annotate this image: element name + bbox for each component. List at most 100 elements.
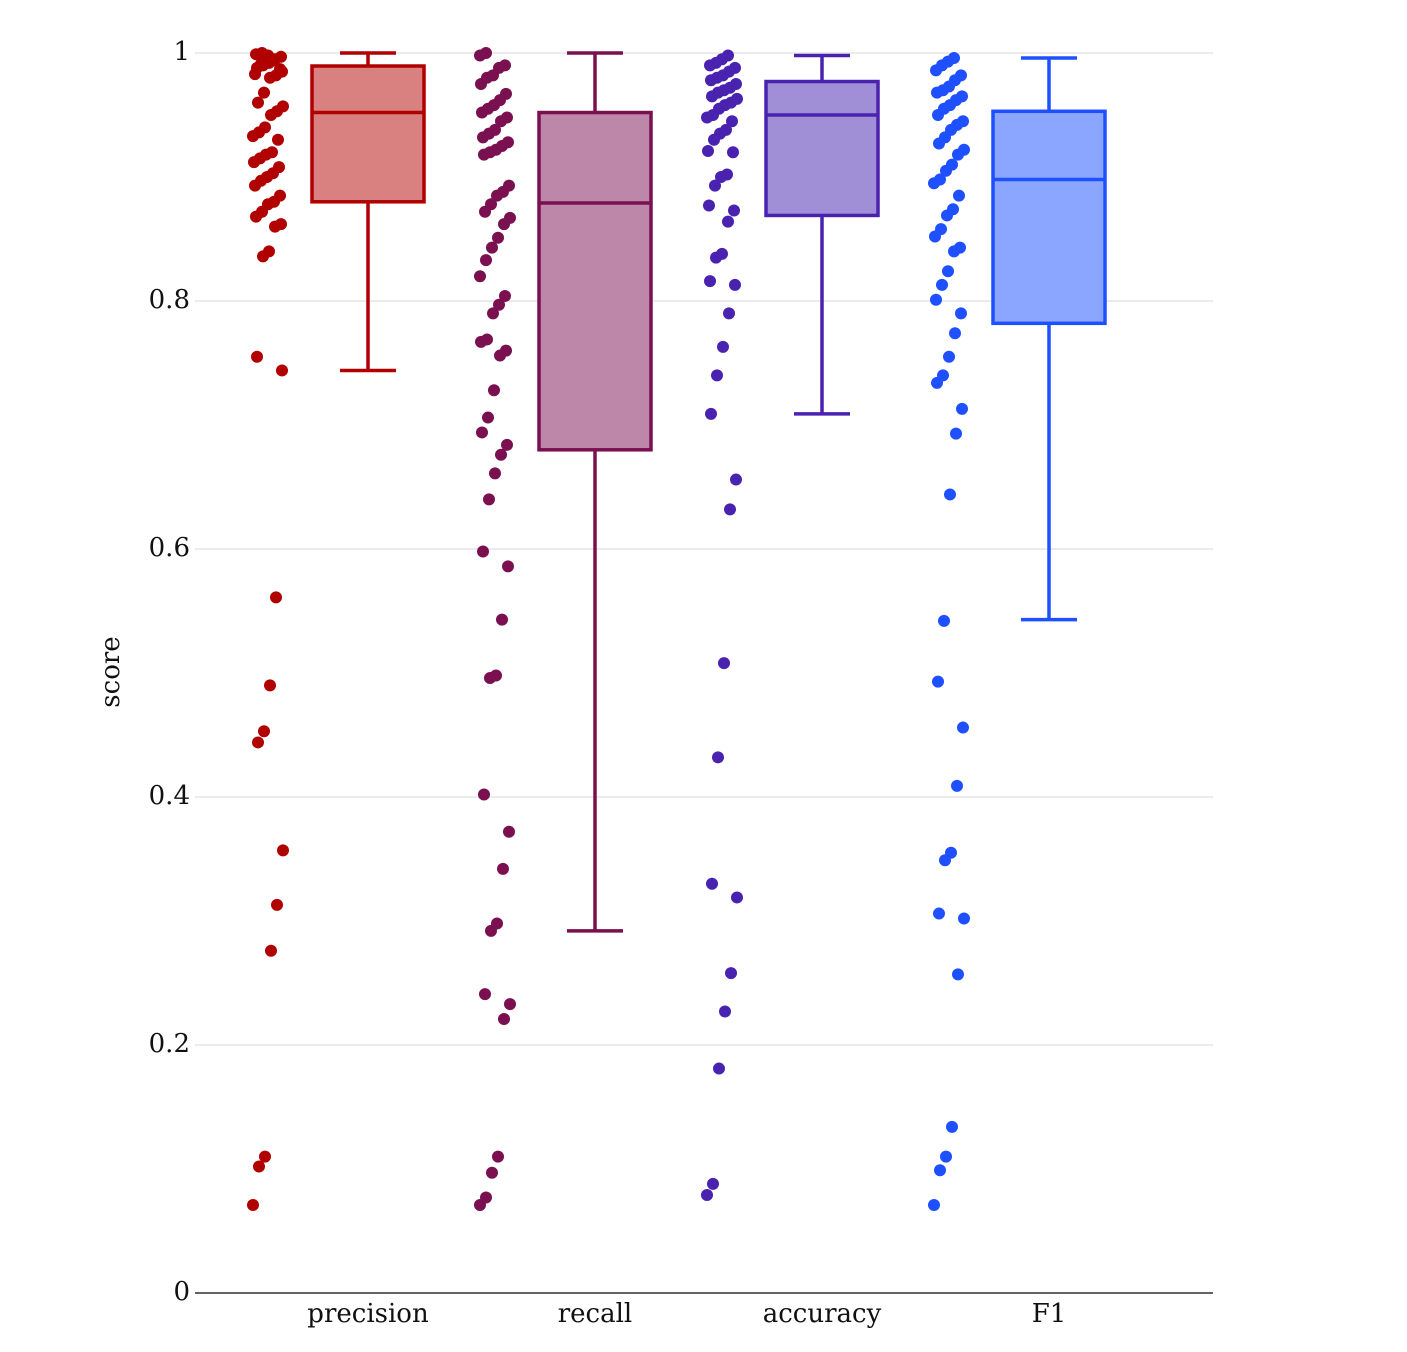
data-point <box>252 96 264 109</box>
data-point <box>717 340 729 353</box>
data-point <box>497 862 509 875</box>
data-point <box>266 146 278 159</box>
data-point <box>716 247 728 260</box>
data-point <box>490 669 502 682</box>
data-point <box>944 488 956 501</box>
data-point <box>949 327 961 340</box>
data-point <box>705 407 717 420</box>
y-tick-label: 0 <box>173 1277 190 1307</box>
data-point <box>937 369 949 382</box>
data-point <box>729 61 741 74</box>
data-point <box>274 63 286 76</box>
data-point <box>252 736 264 749</box>
data-point <box>502 136 514 149</box>
data-point <box>946 1120 958 1133</box>
data-point <box>957 115 969 128</box>
data-point <box>950 427 962 440</box>
data-point <box>496 613 508 626</box>
data-point <box>482 411 494 424</box>
data-point <box>706 877 718 890</box>
data-point <box>731 891 743 904</box>
data-point <box>948 51 960 64</box>
data-point <box>935 223 947 236</box>
data-point <box>940 1150 952 1163</box>
data-point <box>503 825 515 838</box>
data-point <box>955 307 967 320</box>
data-point <box>485 198 497 211</box>
data-point <box>726 115 738 128</box>
data-point <box>476 426 488 439</box>
data-point <box>264 679 276 692</box>
data-point <box>251 350 263 363</box>
data-point <box>723 307 735 320</box>
y-tick-label: 0.2 <box>149 1029 190 1059</box>
data-point <box>274 189 286 202</box>
data-point <box>276 364 288 377</box>
data-point <box>501 438 513 451</box>
x-tick-label: F1 <box>1032 1299 1067 1329</box>
data-point <box>720 123 732 136</box>
data-point <box>953 189 965 202</box>
data-point <box>272 133 284 146</box>
data-point <box>724 503 736 516</box>
data-point <box>479 988 491 1001</box>
data-point <box>277 100 289 113</box>
data-point <box>943 350 955 363</box>
data-point <box>956 90 968 103</box>
data-point <box>275 218 287 231</box>
x-tick-label: precision <box>307 1299 429 1329</box>
data-point <box>249 68 261 81</box>
data-point <box>942 265 954 278</box>
data-point <box>500 344 512 357</box>
data-point <box>721 168 733 181</box>
data-point <box>481 333 493 346</box>
data-point <box>498 1012 510 1025</box>
data-point <box>270 591 282 604</box>
data-point <box>258 725 270 738</box>
data-point <box>701 1189 713 1202</box>
data-point <box>957 721 969 734</box>
data-point <box>493 298 505 311</box>
data-point <box>259 1150 271 1163</box>
data-point <box>958 912 970 925</box>
data-point <box>722 215 734 228</box>
data-point <box>491 917 503 930</box>
data-point <box>480 254 492 267</box>
data-point <box>703 199 715 212</box>
data-point <box>727 146 739 159</box>
data-point <box>263 245 275 258</box>
data-point <box>928 1198 940 1211</box>
data-point <box>487 307 499 320</box>
y-tick-label: 0.6 <box>149 533 190 563</box>
data-point <box>707 1177 719 1190</box>
data-point <box>480 1191 492 1204</box>
data-point <box>712 751 724 764</box>
data-point <box>730 473 742 486</box>
data-point <box>730 78 742 90</box>
data-point <box>504 998 516 1011</box>
data-point <box>713 1062 725 1075</box>
data-point <box>951 779 963 792</box>
box <box>764 79 880 218</box>
data-point <box>499 290 511 303</box>
data-point <box>502 560 514 573</box>
data-point <box>474 270 486 283</box>
data-point <box>958 143 970 156</box>
data-point <box>277 844 289 857</box>
data-point <box>268 54 280 67</box>
data-point <box>930 293 942 306</box>
y-tick-label: 1 <box>173 37 190 67</box>
data-point <box>501 111 513 124</box>
data-point <box>719 1005 731 1018</box>
data-point <box>253 1160 265 1173</box>
data-point <box>480 47 492 59</box>
data-point <box>492 231 504 244</box>
data-point <box>709 179 721 192</box>
data-point <box>273 161 285 174</box>
data-point <box>486 241 498 254</box>
data-point <box>259 121 271 134</box>
data-point <box>718 657 730 670</box>
x-tick-label: recall <box>558 1299 633 1329</box>
data-point <box>258 86 270 99</box>
